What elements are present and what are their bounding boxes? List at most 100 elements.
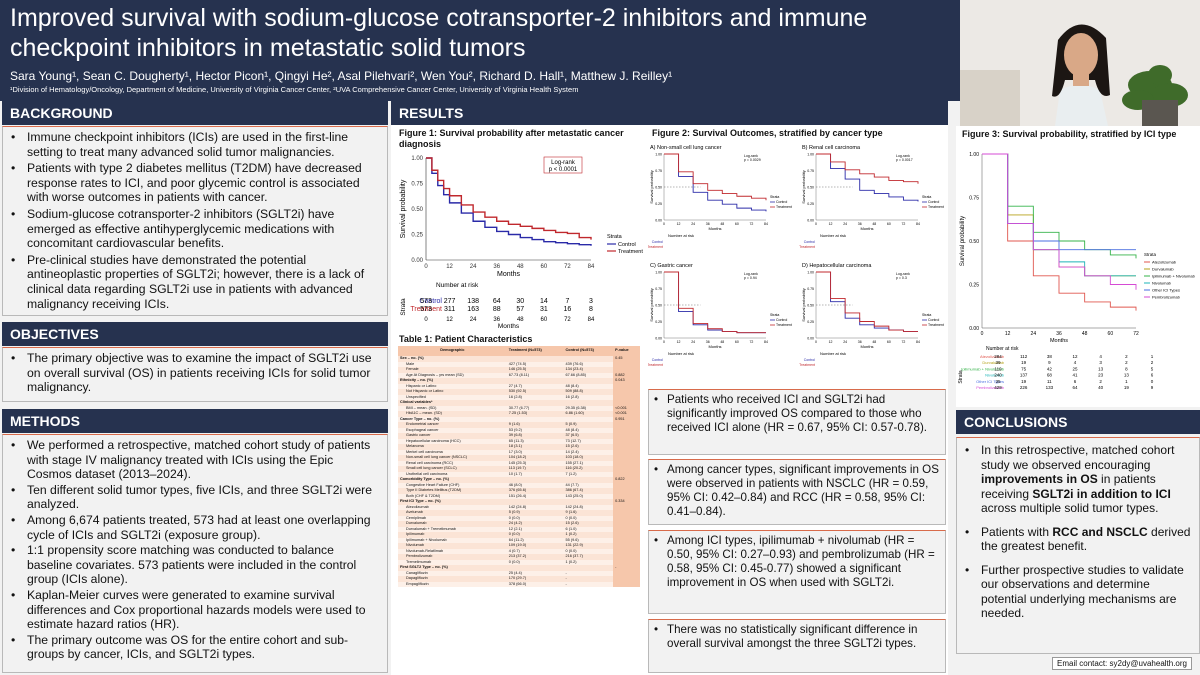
- table1-cell: [613, 537, 640, 543]
- risk-count: 40: [1098, 385, 1104, 390]
- table1-cell: [613, 389, 640, 395]
- panel-x-tick: 84: [764, 340, 768, 344]
- conclusion-emphasis: SGLT2i in addition to ICI: [1032, 486, 1171, 501]
- panel-legend-control-label: Control: [776, 318, 788, 322]
- conclusion-text: derived the greatest benefit.: [981, 524, 1191, 554]
- table1-cell: 16 (2.8): [565, 394, 579, 399]
- table1-cell: 55 (9.6): [565, 537, 579, 542]
- panel-y-tick: 0.25: [807, 202, 814, 206]
- risk-count: 35: [995, 379, 1001, 384]
- panel-x-tick: 72: [749, 340, 753, 344]
- risk-row-label: Durvalumab: [982, 360, 1004, 365]
- table1-cell: 15 (2.6): [565, 444, 579, 448]
- panel-x-tick: 72: [749, 222, 753, 226]
- table1-row: Gastric cancer 39 (6.8) 37 (6.5): [398, 433, 640, 439]
- table1-cell: Hispanic or Latino: [406, 383, 437, 388]
- table1-cell: 7 (1.2): [565, 471, 577, 476]
- table1-row: First SGLT2 Type – no. (%) -: [398, 565, 640, 571]
- table1-title: Table 1: Patient Characteristics: [399, 334, 533, 344]
- table1-cell: [613, 576, 640, 582]
- risk-count: 8: [1125, 366, 1128, 371]
- table1-cell: [613, 466, 640, 472]
- risk-control-count: 138: [467, 298, 479, 305]
- table1-cell: 104 (18.2): [508, 455, 527, 459]
- table1-cell: 48 (8.4): [565, 427, 579, 432]
- table1-cell: Ethnicity – no. (%): [400, 378, 433, 382]
- y-tick-label: 0.75: [969, 196, 979, 202]
- panel-y-tick: 0.25: [807, 320, 814, 324]
- risk-control-count: 30: [516, 298, 524, 305]
- panel-plot-area: [816, 154, 918, 220]
- background-box: Immune checkpoint inhibitors (ICIs) are …: [2, 126, 388, 316]
- table1-row: Esophageal cancer 53 (9.2) 48 (8.4): [398, 427, 640, 433]
- table1-cell: Tremelimumab: [406, 559, 432, 564]
- panel-x-tick: 12: [677, 222, 681, 226]
- table1-cell: 14 (2.4): [565, 449, 579, 454]
- panel-x-label: Months: [708, 226, 721, 231]
- conclusions-heading: CONCLUSIONS: [956, 410, 1200, 434]
- table1-cell: 1 (0.2): [565, 532, 577, 536]
- figure2-chart: A) Non-small cell lung cancer 0.00 0.25 0.5…: [648, 145, 944, 367]
- table1-header-cell: Treatment (N=573): [508, 348, 542, 353]
- table1-cell: 65 (11.3): [508, 438, 524, 443]
- table1-cell: [613, 548, 640, 554]
- table1-row: Melanoma 18 (3.1) 15 (2.6): [398, 444, 640, 450]
- email-contact[interactable]: Email contact: sy2dy@uvahealth.org: [1052, 657, 1192, 670]
- panel-risk-treatment-label: Treatment: [648, 245, 663, 249]
- table1-row: Dapagliflozin 170 (29.7) -: [398, 576, 640, 582]
- risk-treatment-count: 311: [444, 306, 455, 313]
- risk-control-count: 14: [540, 298, 548, 305]
- risk-treatment-count: 88: [493, 306, 501, 313]
- x-axis-label: Months: [1050, 338, 1068, 344]
- table1-cell: Atezolizumab: [406, 504, 429, 509]
- panel-y-tick: 0.00: [655, 337, 662, 341]
- presenter-video: [960, 0, 1200, 126]
- panel-legend-treatment-label: Treatment: [928, 323, 944, 327]
- risk-count: 13: [1124, 373, 1130, 378]
- x-tick-label: 12: [1005, 331, 1011, 337]
- table1-cell: Dapagliflozin: [406, 576, 428, 580]
- figure2-title: Figure 2: Survival Outcomes, stratified …: [652, 128, 883, 138]
- panel-risk-control-label: Control: [652, 358, 664, 362]
- table1-cell: [613, 543, 640, 549]
- risk-x-tick: 72: [564, 317, 571, 323]
- panel-control-curve: [664, 153, 767, 212]
- table1-cell: 73 (12.7): [565, 438, 581, 443]
- table1-cell: 0 (0.0): [508, 532, 520, 536]
- table1-cell: 216 (37.7): [565, 554, 583, 558]
- table1-cell: Urothelial cell carcinoma: [406, 471, 448, 476]
- risk-count: 13: [1098, 366, 1104, 371]
- table1-cell: -: [565, 576, 567, 580]
- table1-cell: 67.66 (8.85): [565, 372, 587, 377]
- table1-cell: 46 (8.0): [508, 482, 522, 487]
- table1-row: Clinical variables*: [398, 400, 640, 406]
- risk-count: 41: [1072, 373, 1078, 378]
- panel-title: D) Hepatocellular carcinoma: [802, 263, 872, 269]
- table1-cell: [613, 554, 640, 560]
- panel-risk-title: Number at risk: [820, 233, 846, 238]
- table1-cell: Not Hispanic or Latino: [406, 389, 444, 393]
- conclusion-item: Further prospective studies to validate …: [963, 563, 1193, 621]
- table1-cell: -: [565, 570, 567, 575]
- table1-cell: [613, 444, 640, 450]
- panel-risk-title: Number at risk: [668, 351, 694, 356]
- table1-cell: Congestive Heart Failure (CHF): [406, 482, 460, 487]
- risk-treatment-count: 8: [589, 306, 593, 313]
- table1-cell: Male: [406, 361, 415, 366]
- table1-row: Hepatocellular carcinoma (HCC) 65 (11.3) 7…: [398, 438, 640, 444]
- method-item: Kaplan-Meier curves were generated to ex…: [9, 588, 381, 632]
- risk-strata-label: Strata: [958, 370, 964, 384]
- panel-y-tick: 0.00: [655, 219, 662, 223]
- panel-risk-title: Number at risk: [820, 351, 846, 356]
- panel-x-tick: 0: [663, 222, 665, 226]
- table1-cell: Female: [406, 367, 419, 371]
- table1-cell: [613, 427, 640, 433]
- table1-cell: [613, 532, 640, 538]
- table1-cell: 0 (0.0): [565, 515, 577, 520]
- panel-x-tick: 48: [872, 340, 876, 344]
- table1-cell: 5 (0.9): [508, 510, 520, 514]
- risk-treatment-label: Treatment: [410, 306, 442, 313]
- table1-row: Sex – no. (%) 0.45: [398, 356, 640, 362]
- table1-row: Ethnicity – no. (%) 0.043: [398, 378, 640, 384]
- table1-row: Female 146 (25.5) 134 (23.4): [398, 367, 640, 373]
